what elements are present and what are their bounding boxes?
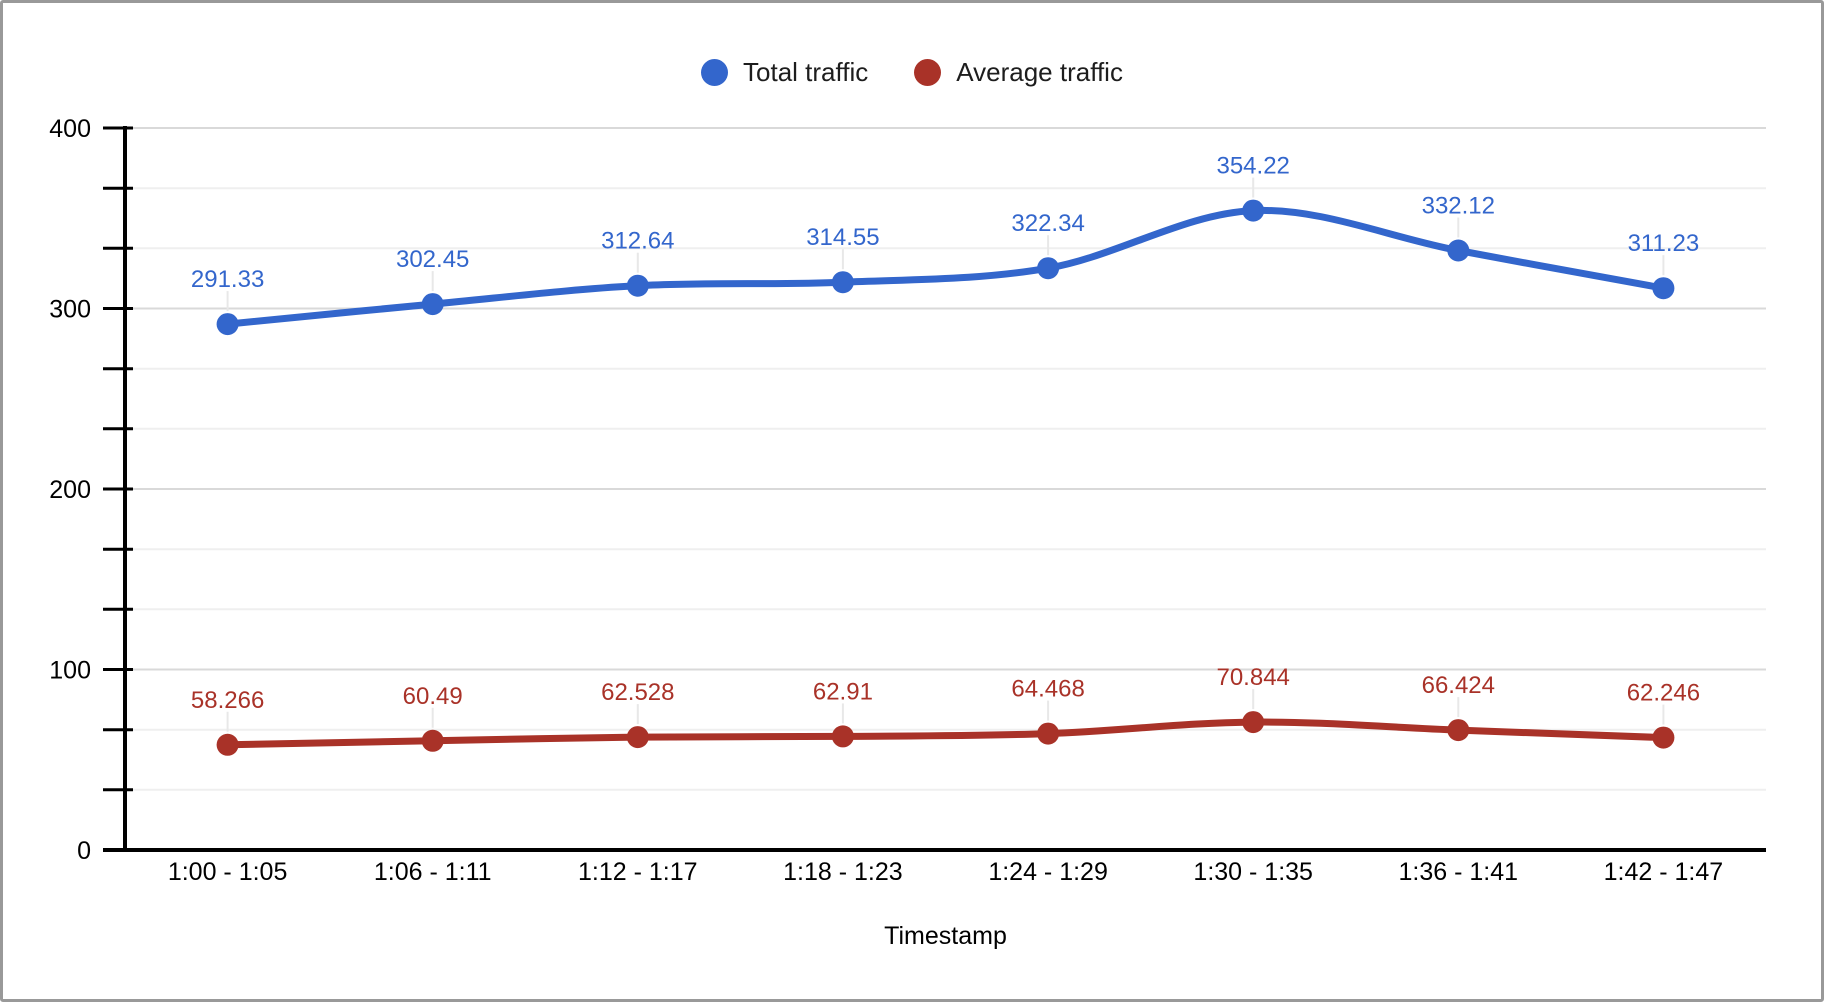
data-point-label: 314.55 bbox=[806, 224, 879, 251]
x-axis-tick-label: 1:42 - 1:47 bbox=[1604, 858, 1724, 886]
line-chart[interactable]: 0 100 200 300 400 1:00 - 1:05 1:06 - 1:11 1:12 … bbox=[3, 3, 1824, 1005]
data-point-label: 62.246 bbox=[1627, 680, 1700, 707]
data-point[interactable] bbox=[421, 293, 444, 316]
data-point[interactable] bbox=[1652, 726, 1675, 749]
y-axis-tick-label: 100 bbox=[49, 657, 91, 685]
data-point[interactable] bbox=[831, 271, 854, 294]
data-point-label: 291.33 bbox=[191, 266, 264, 293]
series-line bbox=[224, 718, 1667, 749]
x-axis-tick-label: 1:06 - 1:11 bbox=[374, 858, 492, 886]
data-point-label: 62.528 bbox=[601, 679, 674, 706]
y-axis-tick-label: 400 bbox=[49, 115, 91, 143]
y-axis-tick-label: 0 bbox=[77, 837, 91, 865]
data-point[interactable] bbox=[626, 274, 649, 297]
data-point-label: 322.34 bbox=[1011, 210, 1084, 237]
data-point-label: 302.45 bbox=[396, 246, 469, 273]
data-point-label: 311.23 bbox=[1628, 230, 1700, 257]
y-axis-tick-label: 300 bbox=[49, 296, 91, 324]
legend-item-total-traffic[interactable]: Total traffic bbox=[701, 57, 868, 88]
series-line bbox=[224, 206, 1667, 328]
legend-item-average-traffic[interactable]: Average traffic bbox=[914, 57, 1123, 88]
data-point[interactable] bbox=[1447, 239, 1470, 262]
x-axis-title: Timestamp bbox=[884, 922, 1007, 950]
legend-marker-icon bbox=[701, 59, 729, 86]
data-point[interactable] bbox=[1242, 199, 1265, 222]
x-axis-tick-label: 1:30 - 1:35 bbox=[1193, 858, 1313, 886]
x-axis-tick-label: 1:00 - 1:05 bbox=[168, 858, 288, 886]
data-point-label: 64.468 bbox=[1011, 676, 1084, 703]
data-point-label: 60.49 bbox=[403, 683, 463, 710]
data-point-label: 62.91 bbox=[813, 678, 873, 705]
data-point[interactable] bbox=[216, 313, 239, 336]
data-point[interactable] bbox=[1447, 719, 1470, 742]
legend-label-total-traffic: Total traffic bbox=[743, 57, 869, 87]
x-axis-tick-label: 1:24 - 1:29 bbox=[988, 858, 1108, 886]
x-axis-tick-label: 1:36 - 1:41 bbox=[1399, 858, 1519, 886]
chart-legend: Total traffic Average traffic bbox=[3, 57, 1821, 88]
data-point[interactable] bbox=[1037, 257, 1060, 280]
data-point[interactable] bbox=[1652, 277, 1675, 300]
data-point[interactable] bbox=[216, 733, 239, 756]
data-point-label: 58.266 bbox=[191, 687, 264, 714]
data-point-label: 354.22 bbox=[1216, 153, 1289, 180]
data-point[interactable] bbox=[1037, 722, 1060, 745]
legend-label-average-traffic: Average traffic bbox=[956, 57, 1123, 87]
x-axis-tick-label: 1:18 - 1:23 bbox=[783, 858, 903, 886]
data-point-label: 332.12 bbox=[1422, 193, 1495, 220]
data-point[interactable] bbox=[626, 726, 649, 749]
x-axis-tick-label: 1:12 - 1:17 bbox=[578, 858, 698, 886]
y-axis-tick-label: 200 bbox=[49, 476, 91, 504]
legend-marker-icon bbox=[914, 59, 942, 86]
data-point-label: 66.424 bbox=[1422, 672, 1495, 699]
data-point[interactable] bbox=[831, 725, 854, 748]
data-point-label: 70.844 bbox=[1216, 664, 1289, 691]
data-point-label: 312.64 bbox=[601, 228, 674, 255]
data-point[interactable] bbox=[421, 729, 444, 752]
data-point[interactable] bbox=[1242, 711, 1265, 734]
